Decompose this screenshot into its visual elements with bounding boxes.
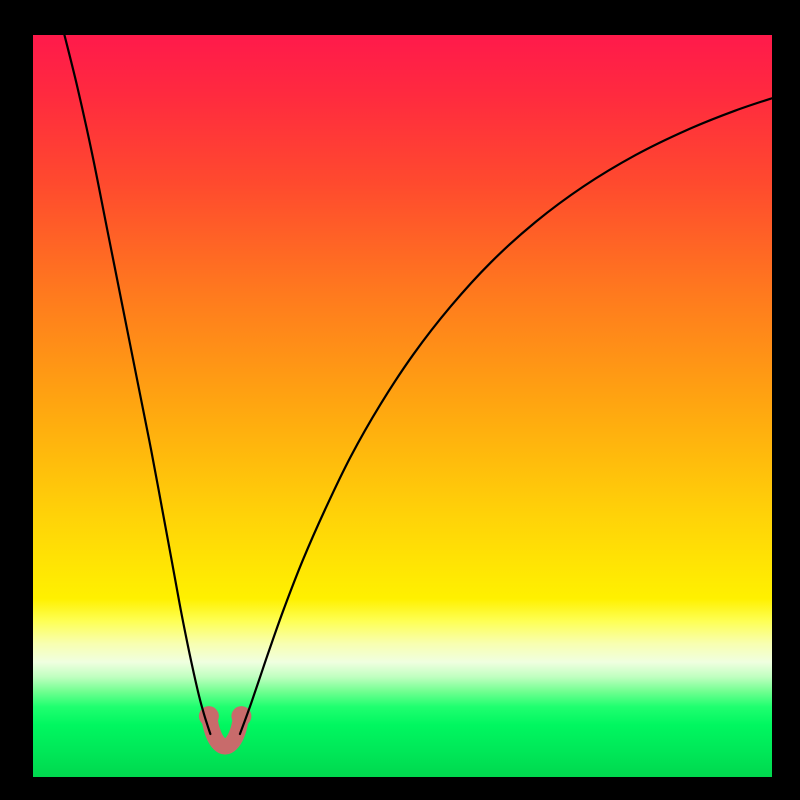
chart-frame: TheBottleneck.com xyxy=(0,0,800,800)
gradient-background xyxy=(33,35,772,777)
gradient-v-curve-chart xyxy=(0,0,800,800)
